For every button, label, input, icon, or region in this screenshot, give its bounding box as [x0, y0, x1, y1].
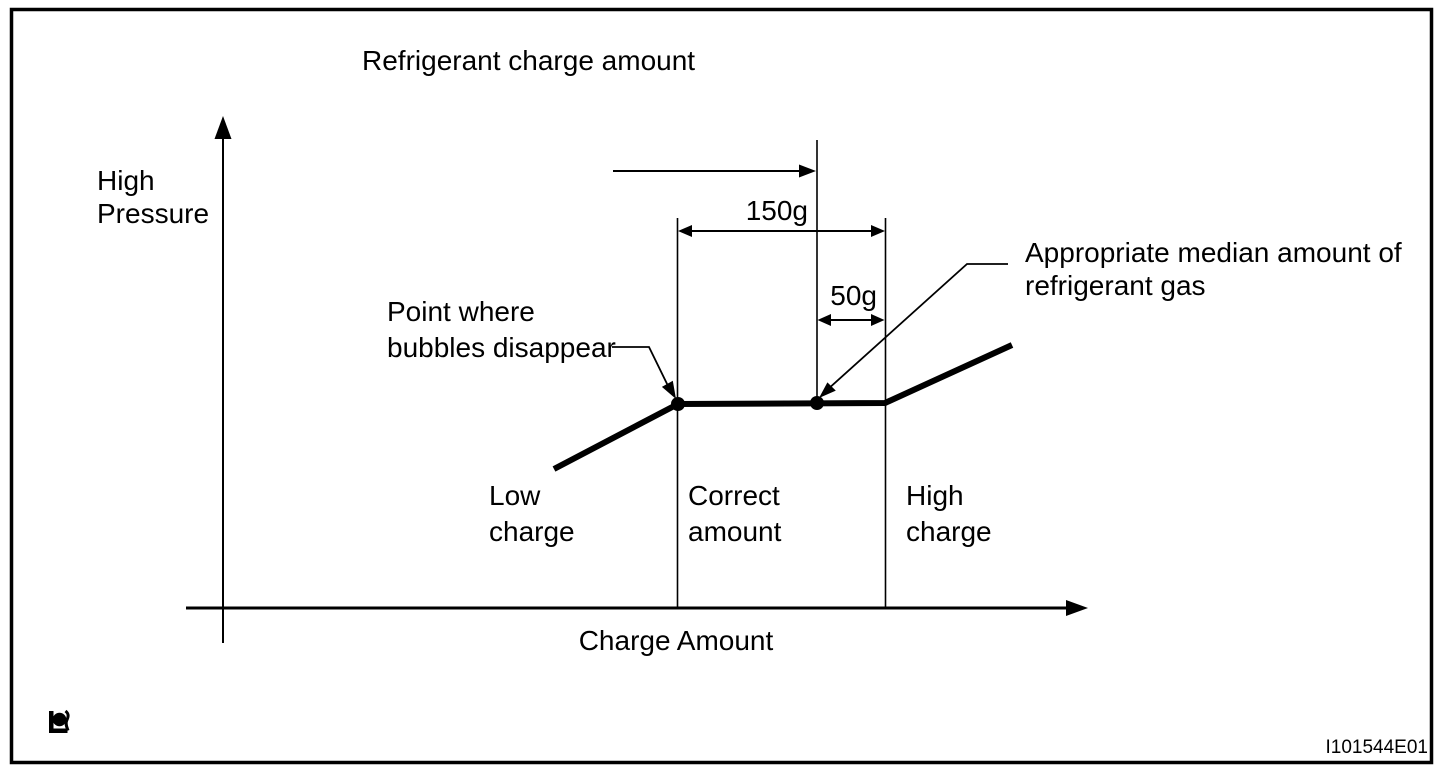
median-amount-point-marker [810, 396, 824, 410]
dimension-150g-left-arrowhead-icon [678, 225, 692, 237]
figure-border [9, 7, 1434, 765]
y-axis-arrowhead-icon [214, 116, 232, 139]
dimension-150g-label: 150g [746, 195, 808, 226]
dimension-50g-right-arrowhead-icon [871, 314, 885, 326]
median-callout-line2: refrigerant gas [1025, 270, 1206, 301]
dimension-150g-right-arrowhead-icon [871, 225, 885, 237]
median-callout-line1: Appropriate median amount of [1025, 237, 1402, 268]
x-axis-arrowhead-icon [1066, 600, 1088, 616]
zone-low-label-line1: Low [489, 480, 541, 511]
charging-direction-arrowhead-icon [799, 164, 816, 178]
y-axis-label-line2: Pressure [97, 198, 209, 229]
x-axis-label: Charge Amount [579, 625, 774, 656]
dimension-50g-label: 50g [830, 280, 877, 311]
bubbles-disappear-point-marker [671, 397, 685, 411]
zone-high-label-line2: charge [906, 516, 992, 547]
zone-low-label-line2: charge [489, 516, 575, 547]
median-callout-arrowhead-icon [819, 382, 836, 398]
bubbles-callout-arrowhead-icon [661, 380, 676, 399]
bubbles-callout-leader-line [612, 346, 672, 393]
pressure-curve [552, 342, 1014, 472]
y-axis-label-line1: High [97, 165, 155, 196]
figure-title: Refrigerant charge amount [362, 45, 695, 76]
zone-correct-label-line1: Correct [688, 480, 780, 511]
zone-correct-label-line2: amount [688, 516, 782, 547]
median-callout-leader-line [826, 263, 1008, 391]
pointing-hand-icon [49, 709, 70, 733]
bubbles-callout-line2: bubbles disappear [387, 332, 616, 363]
zone-high-label-line1: High [906, 480, 964, 511]
bubbles-callout-line1: Point where [387, 296, 535, 327]
figure-code: I101544E01 [1326, 737, 1429, 758]
dimension-50g-left-arrowhead-icon [817, 314, 831, 326]
